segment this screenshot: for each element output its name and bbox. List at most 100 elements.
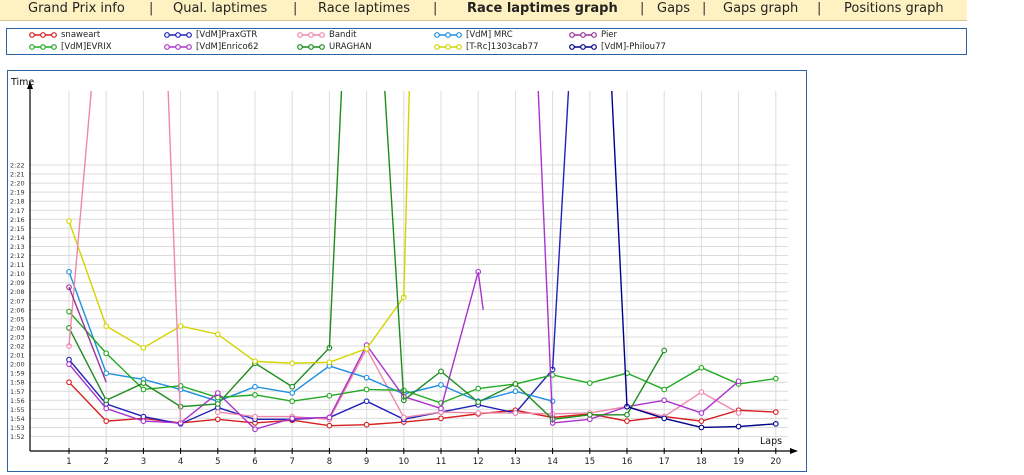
data-point [66,218,72,224]
data-point [252,383,258,390]
y-tick-label: 2:22 [10,162,25,170]
data-point [586,416,593,423]
data-point [252,358,258,365]
y-tick-label: 1:56 [10,397,25,405]
data-point [363,398,370,405]
series-line-6 [68,271,740,431]
data-point [698,389,705,396]
data-point [438,415,444,422]
x-tick-label: 17 [659,457,670,467]
y-tick-label: 1:57 [10,388,25,396]
data-point [66,308,72,315]
tab-race-laptimes[interactable]: Race laptimes [318,1,410,16]
legend-item: [VdM]Enrico62 [164,42,258,52]
legend-item: [T-Rc]1303cab77 [434,42,538,52]
x-tick-label: 20 [770,457,781,467]
data-point [326,414,333,421]
data-point [512,410,519,416]
y-tick-label: 2:00 [10,361,25,369]
y-tick-label: 2:13 [10,243,25,251]
data-point [214,331,221,338]
legend-item: [VdM]-Philou77 [569,42,666,52]
data-point [103,350,110,357]
data-point [661,386,668,393]
data-point [586,380,593,386]
y-axis-arrow [27,81,33,89]
legend-swatch [434,44,462,50]
data-point [140,413,147,420]
tab-gaps-graph[interactable]: Gaps graph [723,1,799,16]
x-tick-label: 14 [547,457,558,467]
data-point [289,383,296,390]
x-tick-label: 2 [103,457,108,467]
data-point [400,414,407,421]
data-point [140,380,147,386]
data-point [252,426,258,433]
y-axis-label: Time [10,77,34,88]
series-line-0 [68,381,776,427]
tab-positions-graph[interactable]: Positions graph [844,1,944,16]
y-tick-label: 1:58 [10,379,25,387]
legend-item: URAGHAN [297,42,372,52]
data-point [438,382,444,388]
data-point [289,415,296,422]
tab-gaps[interactable]: Gaps [657,1,691,16]
x-tick-label: 10 [398,457,409,467]
x-tick-label: 9 [364,457,369,467]
data-point [326,392,333,399]
y-tick-label: 2:18 [10,198,25,206]
y-tick-label: 2:21 [10,171,25,179]
x-tick-label: 4 [178,457,183,467]
legend-label: [VdM]Enrico62 [196,42,259,52]
series-line-5 [68,311,776,404]
x-tick-label: 1 [66,457,71,467]
y-tick-label: 1:53 [10,424,25,432]
data-point [66,379,72,386]
series-excursion [477,271,484,310]
series-line-3 [68,271,553,402]
data-point [363,345,370,352]
legend-swatch [29,32,57,38]
data-point [326,422,333,429]
data-point [735,378,742,385]
y-tick-label: 2:03 [10,333,25,341]
data-point [326,359,333,366]
tab-qual-laptimes[interactable]: Qual. laptimes [173,1,268,16]
nav-separator: | [702,1,707,16]
data-point [66,268,72,275]
tab-grand-prix-info[interactable]: Grand Prix info [28,1,125,16]
y-tick-label: 2:02 [10,343,25,351]
x-axis-label: Laps [760,436,782,447]
data-point [624,418,630,424]
series-excursion [611,91,628,407]
legend-item: [VdM]EVRIX [29,42,112,52]
nav-separator: | [640,1,645,16]
chart-legend: snaweart [VdM]PraxGTR Bandit [VdM] MRC Pier [… [6,28,967,55]
series-layer [66,91,779,433]
series-excursion [328,91,343,348]
laptimes-chart: 1:521:531:541:551:561:571:581:592:002:01… [10,77,798,467]
data-point [103,397,110,404]
data-point [214,390,221,396]
y-tick-label: 2:19 [10,189,25,197]
y-tick-label: 2:05 [10,315,25,323]
data-point [214,394,221,401]
data-point [103,418,110,424]
legend-swatch [164,44,192,50]
y-tick-label: 2:20 [10,180,25,188]
tab-race-laptimes-graph[interactable]: Race laptimes graph [467,1,618,16]
series-excursion [403,91,410,298]
legend-swatch [569,44,597,50]
series-excursion [68,286,107,383]
legend-label: [VdM] MRC [466,30,513,40]
data-point [438,405,444,412]
series-excursion [68,91,92,347]
data-point [140,344,147,351]
data-point [772,420,779,427]
data-point [214,409,221,415]
data-point [66,356,72,363]
series-line-8 [68,220,405,364]
data-point [735,423,742,430]
series-excursion [537,91,554,423]
data-point [475,410,482,416]
